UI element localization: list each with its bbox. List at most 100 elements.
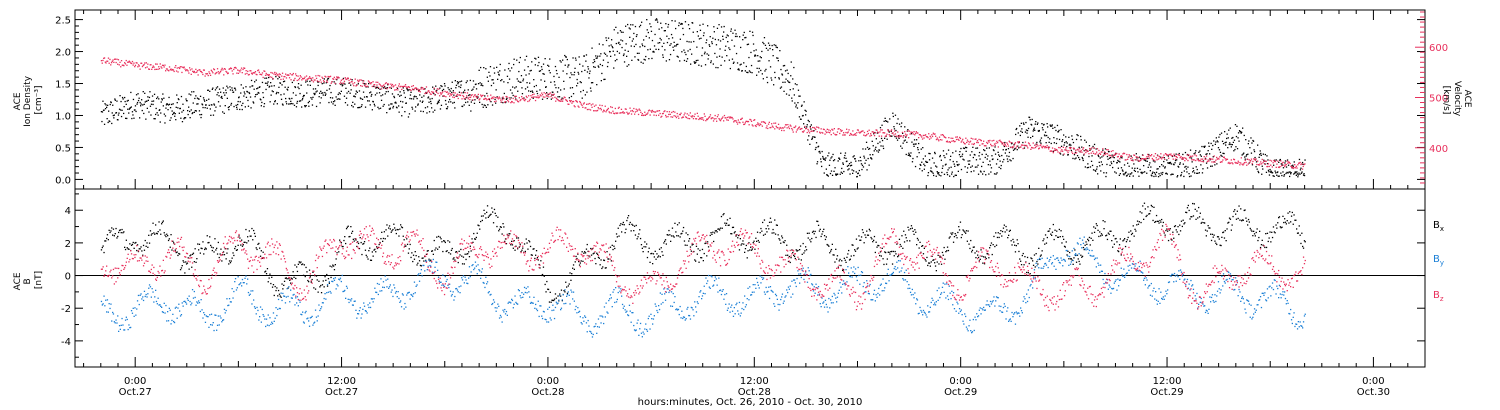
data-point xyxy=(844,154,846,157)
data-point xyxy=(105,62,107,64)
data-point xyxy=(1034,129,1036,131)
data-point xyxy=(534,64,536,66)
data-point xyxy=(664,239,667,241)
data-point xyxy=(237,69,239,71)
data-point xyxy=(448,101,450,103)
data-point xyxy=(1226,158,1228,160)
data-point xyxy=(991,140,993,142)
data-point xyxy=(903,135,905,137)
data-point xyxy=(210,244,212,247)
data-point xyxy=(1291,165,1293,167)
data-point xyxy=(859,132,861,134)
data-point xyxy=(1260,163,1263,165)
data-point xyxy=(256,93,258,95)
data-point xyxy=(1194,154,1196,156)
data-point xyxy=(536,90,538,92)
data-point xyxy=(1255,166,1257,168)
data-point xyxy=(1143,158,1145,160)
data-point xyxy=(691,244,693,246)
data-point xyxy=(154,233,156,235)
data-point xyxy=(114,58,116,60)
data-point xyxy=(298,79,300,81)
data-point xyxy=(496,66,498,68)
data-point xyxy=(417,103,419,105)
data-point xyxy=(562,59,564,61)
data-point xyxy=(1114,153,1116,155)
data-point xyxy=(1043,134,1046,136)
data-point xyxy=(663,110,665,113)
y-tick-label: 2.5 xyxy=(55,16,71,27)
data-point xyxy=(287,287,289,289)
data-point xyxy=(811,237,813,240)
data-point xyxy=(986,147,988,149)
data-point xyxy=(586,103,588,105)
data-point xyxy=(574,67,576,69)
data-point xyxy=(1084,166,1086,168)
data-point xyxy=(1103,151,1106,153)
data-point xyxy=(590,254,593,256)
data-point xyxy=(673,41,675,43)
data-point xyxy=(252,101,254,103)
data-point xyxy=(588,77,590,79)
data-point xyxy=(169,119,171,121)
data-point xyxy=(756,231,759,233)
data-point xyxy=(1178,152,1180,155)
data-point xyxy=(411,108,414,110)
data-point xyxy=(754,124,756,127)
data-point xyxy=(403,92,405,94)
data-point xyxy=(711,41,713,43)
data-point xyxy=(573,74,575,76)
data-point xyxy=(186,69,188,71)
data-point xyxy=(1065,141,1067,143)
data-point xyxy=(241,239,243,241)
data-point xyxy=(874,148,876,150)
data-point xyxy=(1109,154,1112,157)
data-point xyxy=(240,244,242,246)
data-point xyxy=(373,249,375,251)
data-point xyxy=(296,266,298,268)
data-point xyxy=(318,96,320,98)
data-point xyxy=(373,84,375,86)
data-point xyxy=(743,123,746,125)
data-point xyxy=(663,242,665,244)
data-point xyxy=(959,156,962,158)
data-point xyxy=(1005,148,1007,151)
data-point xyxy=(134,109,136,111)
data-point xyxy=(778,77,780,79)
data-point xyxy=(492,79,494,81)
data-point xyxy=(846,165,849,167)
data-point xyxy=(1044,147,1046,149)
data-point xyxy=(853,170,855,172)
data-point xyxy=(473,232,475,235)
data-point xyxy=(1296,171,1298,173)
data-point xyxy=(431,250,434,252)
data-point xyxy=(1213,155,1215,157)
data-point xyxy=(1009,141,1011,143)
data-point xyxy=(467,253,469,255)
data-point xyxy=(876,150,878,152)
data-point xyxy=(653,256,655,258)
data-point xyxy=(888,131,890,133)
data-point xyxy=(518,97,520,99)
data-point xyxy=(1231,144,1233,146)
data-point xyxy=(200,71,202,73)
data-point xyxy=(604,267,606,269)
data-point xyxy=(738,249,741,251)
data-point xyxy=(651,252,653,255)
data-point xyxy=(308,281,310,283)
data-point xyxy=(813,126,815,129)
data-point xyxy=(428,101,430,103)
data-point xyxy=(321,83,323,85)
data-point xyxy=(682,226,685,229)
data-point xyxy=(1245,139,1247,141)
data-point xyxy=(480,84,482,86)
data-point xyxy=(439,92,442,94)
data-point xyxy=(315,75,317,77)
data-point xyxy=(1006,142,1008,144)
data-point xyxy=(1244,156,1246,158)
data-point xyxy=(295,94,297,96)
data-point xyxy=(1221,155,1223,157)
data-point xyxy=(335,258,337,260)
data-point xyxy=(390,231,392,233)
data-point xyxy=(866,130,869,133)
